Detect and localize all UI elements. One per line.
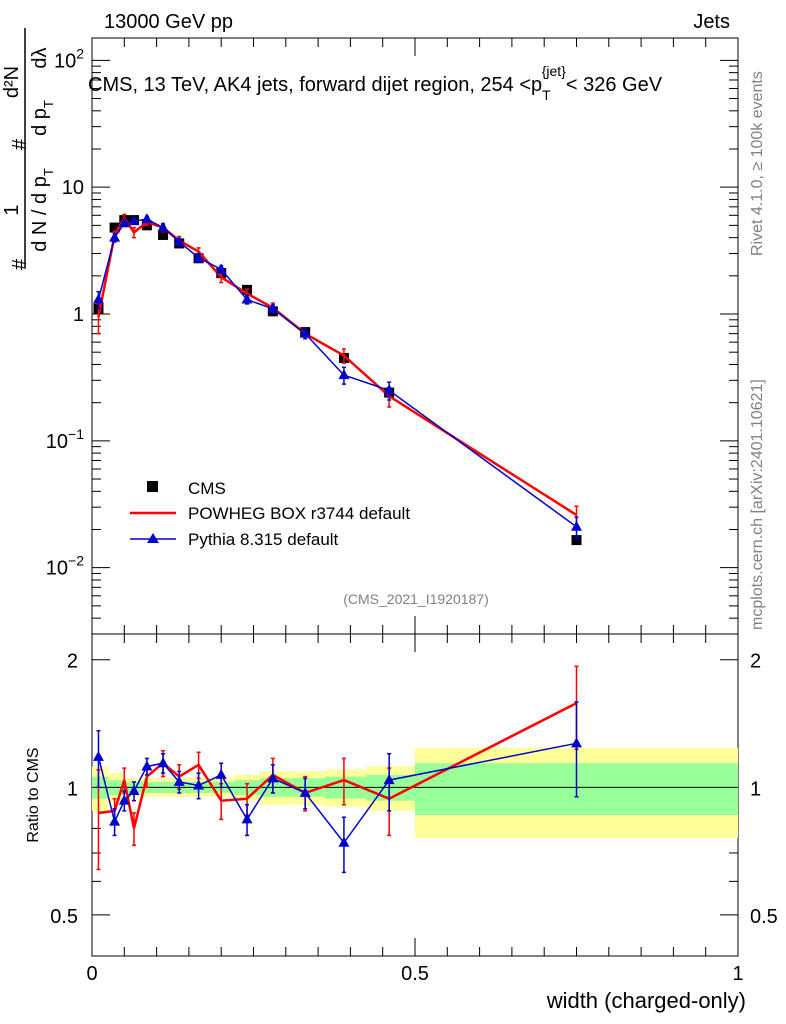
ratio-pythia-marker: [141, 760, 153, 771]
y-label-dp: d pT: [29, 100, 56, 136]
ratio-pythia-marker: [157, 757, 169, 768]
y-label-one: 1: [1, 204, 23, 215]
x-tick-label: 0.5: [401, 963, 429, 985]
y-axis-label: # 1 d N / d pT # d²N d pT dλ: [1, 28, 56, 270]
pythia-line: [97, 218, 577, 528]
pythia-marker: [118, 217, 130, 228]
cms-data-points: [93, 215, 582, 546]
ratio-y-tick-label-right: 0.5: [750, 906, 778, 928]
pythia-series: [92, 213, 582, 540]
pythia-marker: [383, 384, 395, 395]
y-label-hash-left: #: [9, 258, 31, 270]
ratio-y-tick-labels-left: 210.5: [50, 651, 78, 928]
x-tick-label: 1: [732, 963, 743, 985]
pythia-marker: [215, 263, 227, 274]
ratio-pythia-marker: [193, 779, 205, 790]
legend-cms-label: CMS: [188, 479, 226, 498]
cms-point: [158, 229, 169, 240]
ratio-pythia-marker: [383, 774, 395, 785]
pythia-marker: [241, 293, 253, 304]
y-label-d2n: d²N: [1, 66, 23, 98]
y-tick-label: 10−1: [46, 426, 84, 453]
chart-title: CMS, 13 TeV, AK4 jets, forward dijet reg…: [88, 63, 663, 103]
pythia-marker: [299, 327, 311, 338]
ratio-y-tick-labels-right: 210.5: [750, 651, 778, 928]
ratio-pythia-marker: [92, 750, 104, 761]
main-ticks: [91, 38, 739, 635]
y-tick-label: 10−2: [46, 553, 84, 580]
legend: CMS POWHEG BOX r3744 default Pythia 8.31…: [130, 479, 410, 549]
x-tick-label: 0: [86, 963, 97, 985]
ratio-ticks: [91, 634, 739, 957]
powheg-series: [96, 213, 579, 527]
analysis-id: (CMS_2021_I1920187): [343, 591, 489, 607]
ratio-y-tick-label-left: 2: [67, 651, 78, 673]
pythia-marker: [92, 293, 104, 304]
cms-point: [571, 535, 582, 546]
ratio-y-tick-label-left: 1: [67, 778, 78, 800]
rivet-label: Rivet 4.1.0, ≥ 100k events: [749, 71, 766, 256]
ratio-y-tick-label-right: 1: [750, 778, 761, 800]
ratio-pythia-marker: [215, 768, 227, 779]
pythia-marker: [109, 231, 121, 242]
ratio-y-tick-label-left: 0.5: [50, 906, 78, 928]
legend-pythia-label: Pythia 8.315 default: [188, 530, 339, 549]
ratio-pythia-marker: [338, 836, 350, 847]
powheg-line: [97, 215, 578, 517]
mcplots-label: mcplots.cern.ch [arXiv:2401.10621]: [749, 379, 766, 630]
ratio-y-tick-label-right: 2: [750, 651, 761, 673]
ratio-pythia-marker: [241, 813, 253, 824]
pythia-marker: [571, 520, 582, 531]
ratio-y-label: Ratio to CMS: [25, 747, 42, 842]
y-label-dn: d N / d pT: [29, 168, 56, 252]
y-label-dl: dλ: [29, 47, 51, 68]
ratio-pythia-marker: [299, 786, 311, 797]
ratio-pythia-marker: [118, 794, 130, 805]
y-tick-label: 10: [62, 177, 84, 199]
pythia-marker: [173, 235, 185, 246]
pythia-marker: [141, 213, 153, 224]
pythia-marker: [267, 302, 279, 313]
ratio-pythia-marker: [571, 737, 582, 748]
pythia-marker: [157, 221, 169, 232]
ratio-pythia-marker: [267, 772, 279, 783]
category-label: Jets: [693, 11, 730, 33]
x-axis-label: width (charged-only): [546, 988, 746, 1013]
pythia-marker: [338, 369, 350, 380]
pythia-marker: [193, 251, 205, 262]
legend-cms-marker: [147, 481, 158, 492]
main-y-tick-labels: 102 10 1 10−1 10−2: [46, 45, 84, 579]
legend-powheg-label: POWHEG BOX r3744 default: [188, 504, 410, 523]
y-tick-label: 102: [54, 45, 84, 72]
ratio-pythia-marker: [173, 775, 185, 786]
ratio-pythia-series: [92, 701, 582, 874]
x-tick-labels: 0 0.5 1: [86, 963, 743, 985]
cms-point: [109, 222, 120, 233]
legend-pythia-marker: [147, 533, 159, 543]
energy-label: 13000 GeV pp: [104, 11, 233, 33]
ratio-pythia-marker: [109, 815, 121, 826]
pythia-marker: [128, 215, 140, 226]
y-label-hash-mid: #: [9, 138, 31, 150]
ratio-pythia-marker: [128, 785, 140, 796]
y-tick-label: 1: [73, 304, 84, 326]
ratio-uncertainty-bands: [92, 747, 738, 838]
